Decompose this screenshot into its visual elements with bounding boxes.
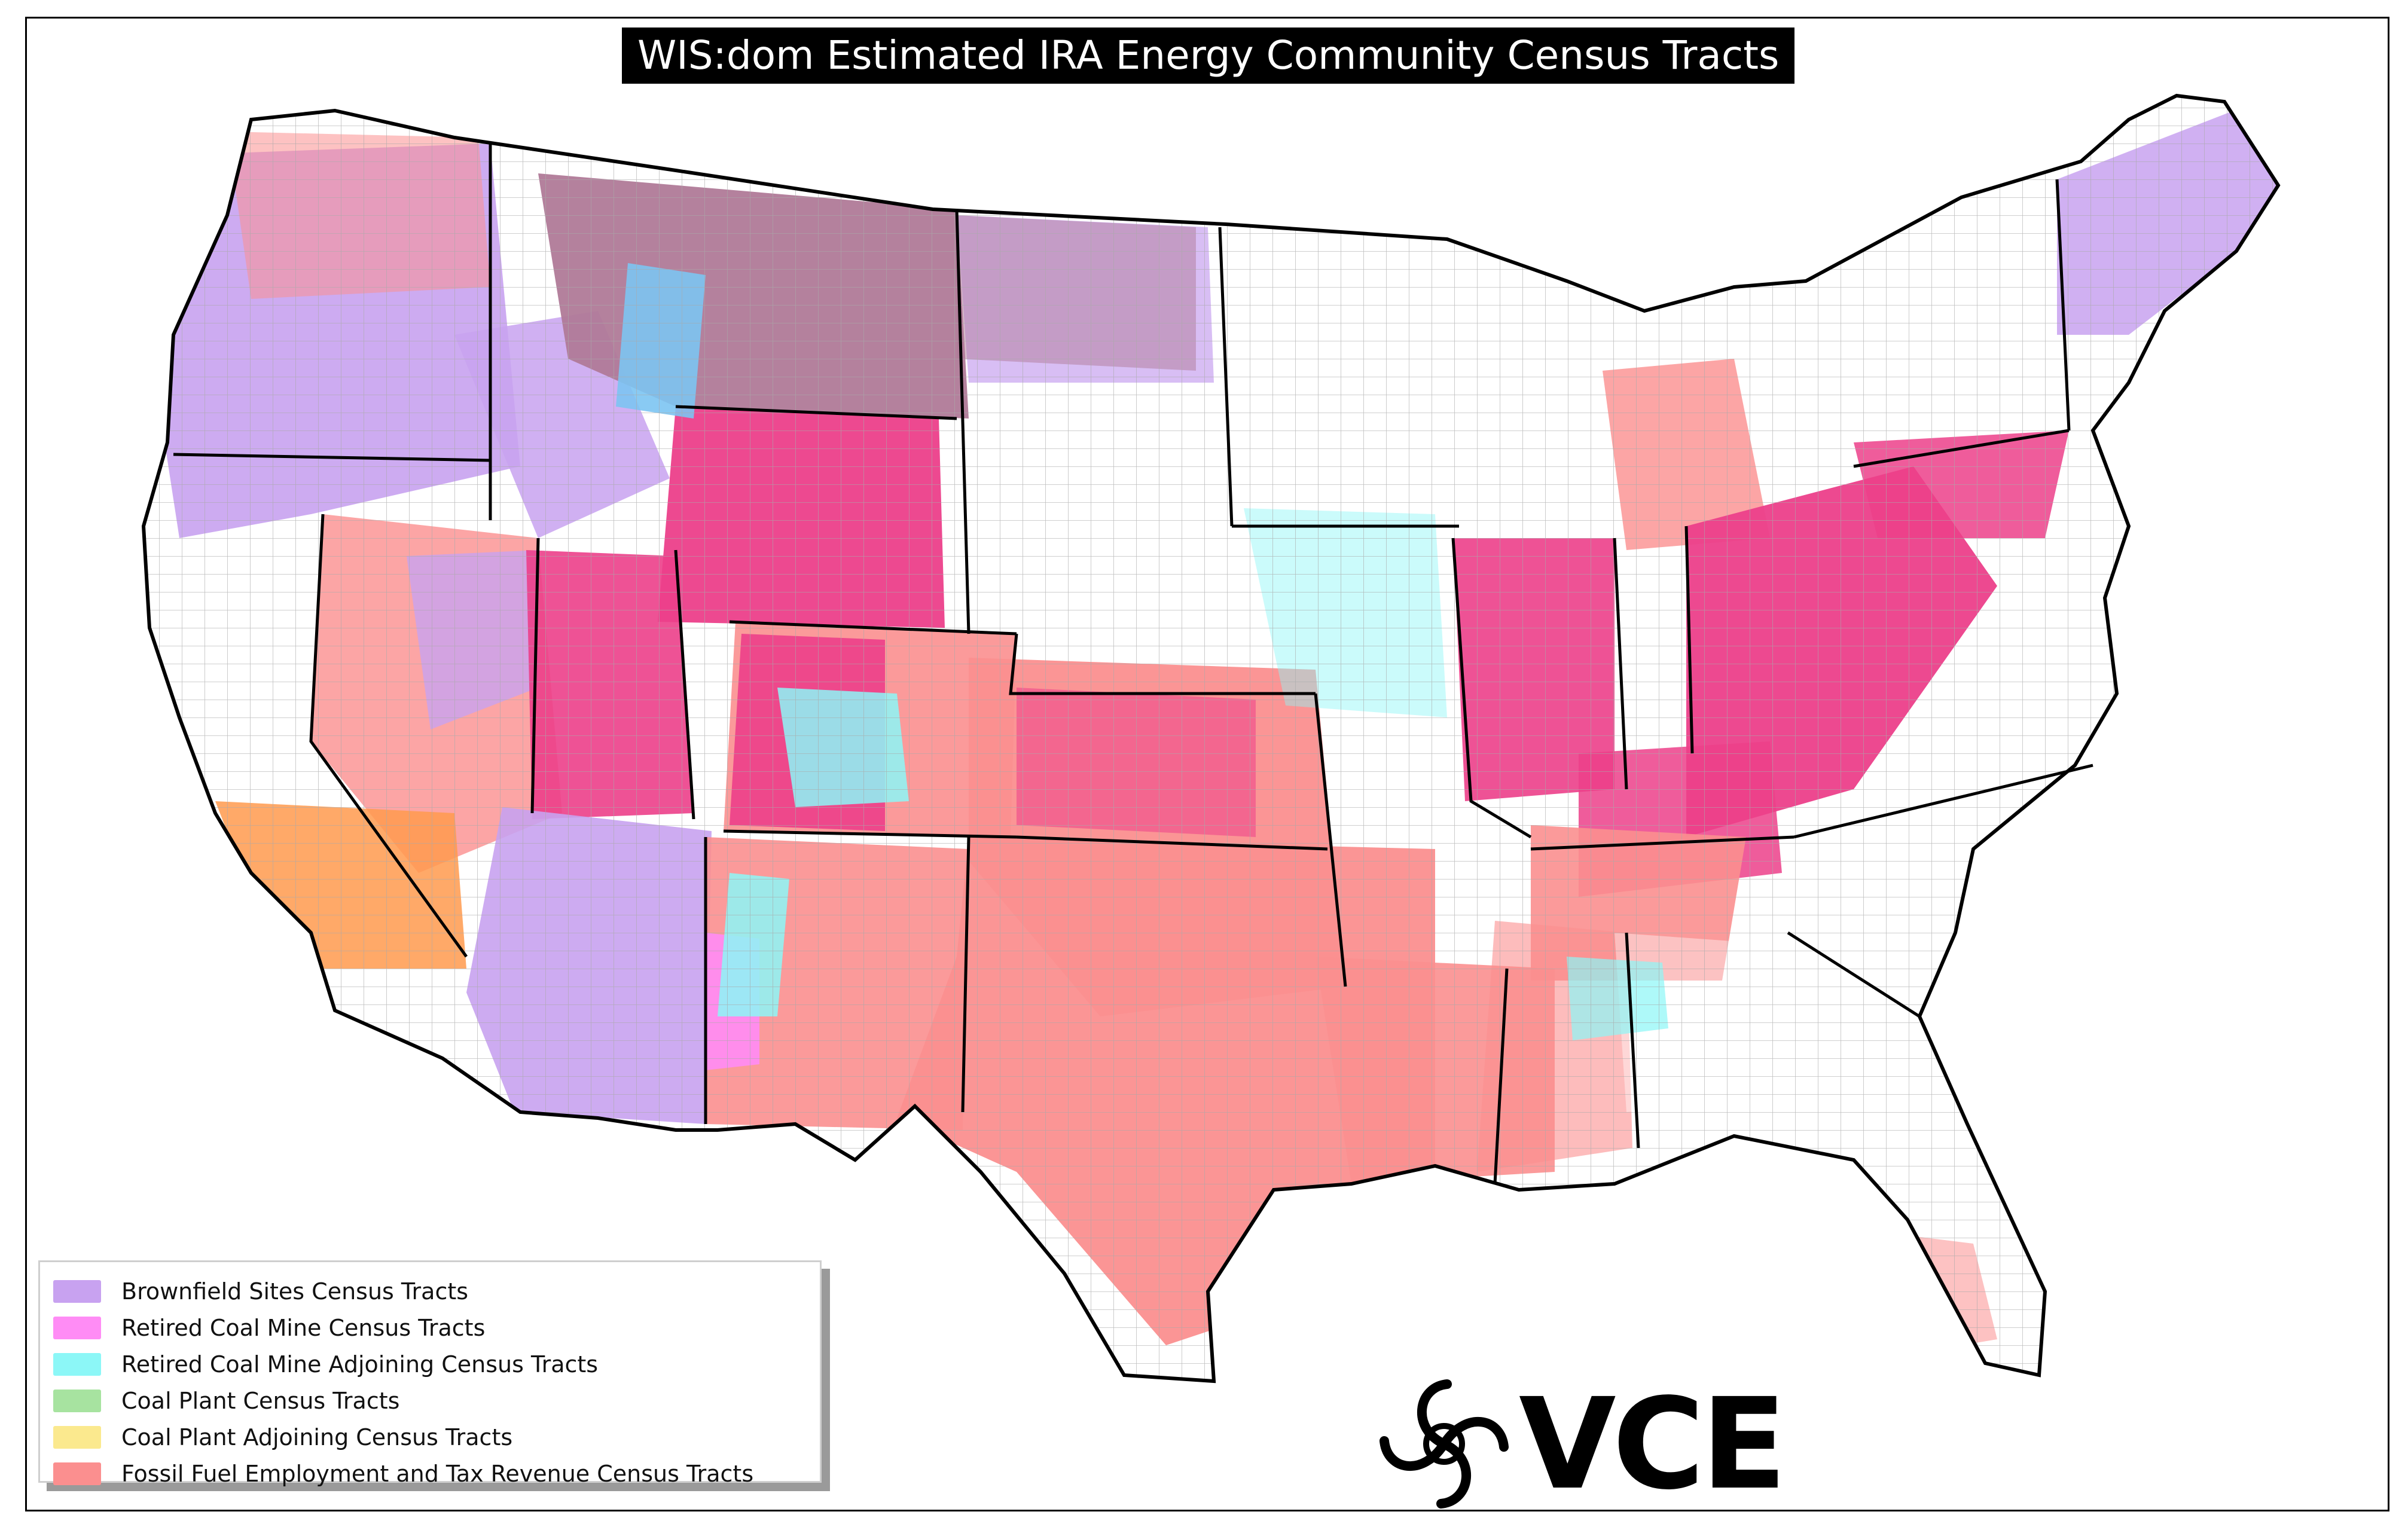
legend-item-fossil-fuel: Fossil Fuel Employment and Tax Revenue C…	[53, 1455, 820, 1492]
legend-label-coal-plant-adjoining: Coal Plant Adjoining Census Tracts	[121, 1424, 513, 1450]
legend-swatch-coal-plant	[53, 1389, 101, 1412]
map-title: WIS:dom Estimated IRA Energy Community C…	[622, 28, 1795, 84]
legend-swatch-retired-coal-mine-adjoining	[53, 1352, 101, 1376]
legend-item-retired-coal-mine: Retired Coal Mine Census Tracts	[53, 1309, 820, 1346]
legend-swatch-coal-plant-adjoining	[53, 1425, 101, 1449]
legend-item-coal-plant: Coal Plant Census Tracts	[53, 1382, 820, 1419]
legend-label-fossil-fuel: Fossil Fuel Employment and Tax Revenue C…	[121, 1460, 754, 1487]
legend-label-brownfield: Brownfield Sites Census Tracts	[121, 1278, 469, 1305]
legend-swatch-fossil-fuel	[53, 1462, 101, 1485]
state-boundaries	[144, 96, 2278, 1381]
logo-text: VCE	[1519, 1371, 1787, 1517]
map-legend: Brownfield Sites Census Tracts Retired C…	[38, 1260, 822, 1487]
legend-label-retired-coal-mine-adjoining: Retired Coal Mine Adjoining Census Tract…	[121, 1351, 599, 1378]
legend-item-coal-plant-adjoining: Coal Plant Adjoining Census Tracts	[53, 1419, 820, 1455]
swirl-icon	[1380, 1379, 1509, 1508]
legend-item-brownfield: Brownfield Sites Census Tracts	[53, 1273, 820, 1309]
legend-swatch-brownfield	[53, 1279, 101, 1303]
legend-label-coal-plant: Coal Plant Census Tracts	[121, 1387, 400, 1414]
vce-logo: VCE	[1375, 1375, 1787, 1513]
legend-swatch-retired-coal-mine	[53, 1316, 101, 1339]
legend-label-retired-coal-mine: Retired Coal Mine Census Tracts	[121, 1314, 486, 1341]
legend-item-retired-coal-mine-adjoining: Retired Coal Mine Adjoining Census Tract…	[53, 1346, 820, 1382]
